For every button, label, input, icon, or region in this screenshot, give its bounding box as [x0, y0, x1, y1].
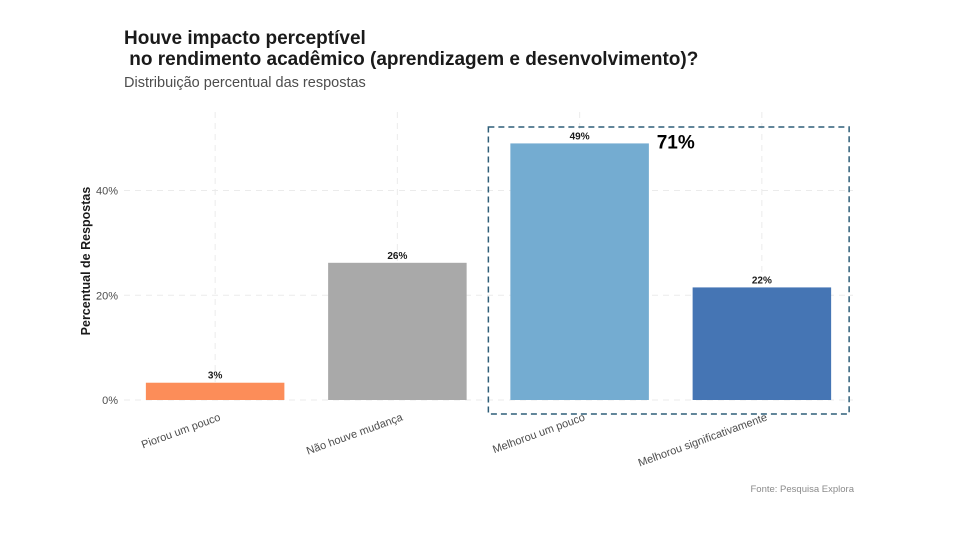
chart-title: Houve impacto perceptível no rendimento … [124, 28, 698, 70]
y-axis-ticks: 0% 20% 40% [96, 186, 118, 407]
chart-caption: Fonte: Pesquisa Explora [750, 484, 854, 495]
y-tick-label: 40% [96, 186, 118, 198]
highlight-box [487, 126, 850, 415]
chart-subtitle: Distribuição percentual das respostas [124, 75, 366, 91]
highlight-total-label: 71% [657, 132, 695, 153]
bar-value-label: 3% [208, 371, 223, 382]
bar-value-label: 26% [387, 251, 407, 262]
bar [328, 262, 467, 400]
chart-title-line2: no rendimento acadêmico (aprendizagem e … [124, 49, 699, 70]
y-tick-label: 0% [102, 395, 118, 407]
x-tick-label: Melhorou significativamente [637, 412, 769, 470]
data-labels: 3% 26% 49% 22% [208, 131, 772, 381]
chart-title-line1: Houve impacto perceptível [124, 28, 366, 49]
bar [510, 143, 649, 400]
bar-value-label: 22% [752, 275, 772, 286]
bar-value-label: 49% [570, 131, 590, 142]
y-axis-label: Percentual de Respostas [79, 187, 93, 336]
x-tick-label: Não houve mudança [305, 411, 405, 457]
x-tick-label: Piorou um pouco [140, 412, 222, 452]
y-tick-label: 20% [96, 290, 118, 302]
bars [145, 143, 832, 400]
x-axis-ticks: Piorou um pouco Não houve mudança Melhorou… [140, 411, 769, 469]
x-tick-label: Melhorou um pouco [491, 412, 586, 457]
bar [145, 382, 285, 400]
bar [692, 287, 832, 400]
